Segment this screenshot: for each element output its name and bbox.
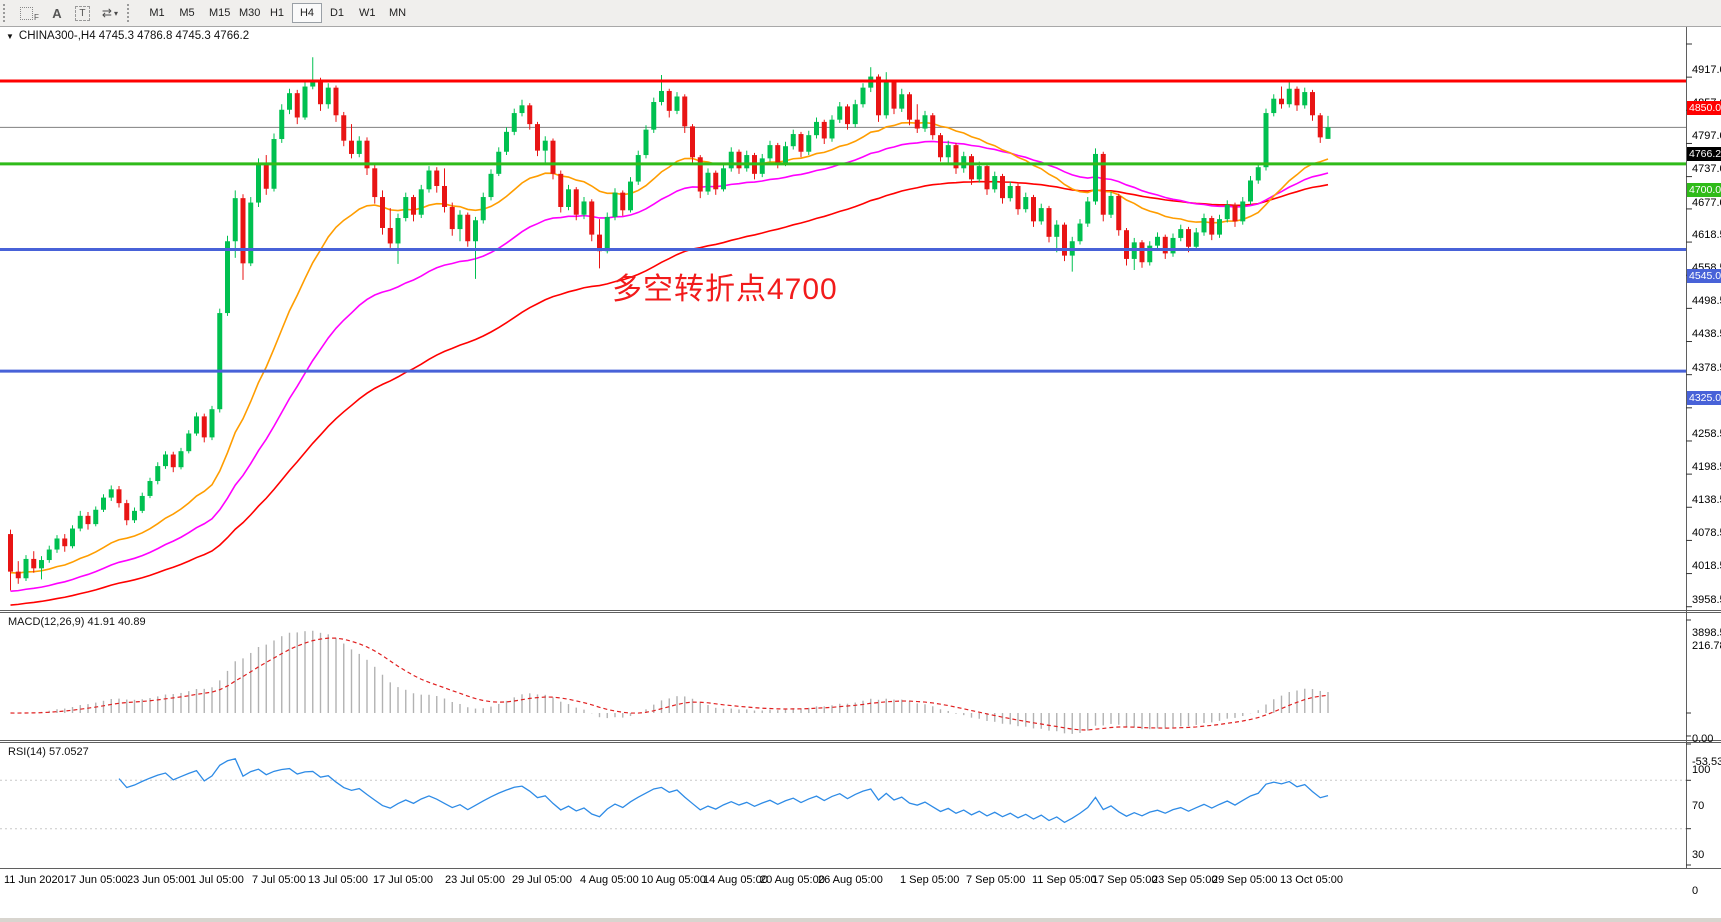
time-axis-border xyxy=(0,868,1721,869)
arrows-icon: ⇄ xyxy=(101,6,112,20)
price-tick-label: 4198.5 xyxy=(1692,460,1721,473)
macd-tick-label: -53.53 xyxy=(1692,755,1721,768)
chart-title-text: CHINA300-,H4 4745.3 4786.8 4745.3 4766.2 xyxy=(18,30,250,42)
timeframe-button-M15[interactable]: M15 xyxy=(202,3,232,23)
ma-fast-line xyxy=(10,121,1329,574)
timeframe-toolbar: M1 M5 M15 M30 H1 H4 D1 W1 MN xyxy=(142,3,412,23)
time-axis-label: 29 Jul 05:00 xyxy=(512,874,572,886)
time-axis-label: 26 Aug 05:00 xyxy=(818,874,883,886)
chevron-down-icon: ▾ xyxy=(113,8,118,18)
template-f-label: F xyxy=(34,13,39,22)
time-axis-label: 29 Sep 05:00 xyxy=(1212,874,1278,886)
pane-separator[interactable] xyxy=(0,610,1721,611)
price-tick-label: 4078.5 xyxy=(1692,527,1721,540)
pane-separator[interactable] xyxy=(0,740,1721,741)
time-axis-label: 1 Jul 05:00 xyxy=(190,874,244,886)
price-tick-label: 4677.0 xyxy=(1692,196,1721,209)
time-axis-label: 4 Aug 05:00 xyxy=(580,874,639,886)
timeframe-button-H1[interactable]: H1 xyxy=(262,3,292,23)
time-axis-label: 1 Sep 05:00 xyxy=(900,874,960,886)
time-axis-label: 13 Jul 05:00 xyxy=(308,874,368,886)
price-tick-label: 4737.0 xyxy=(1692,163,1721,176)
chart-annotation: 多空转折点4700 xyxy=(612,273,838,306)
macd-label: MACD(12,26,9) 41.91 40.89 xyxy=(8,616,146,628)
macd-tick-label: 0.00 xyxy=(1692,733,1714,745)
price-badge-4325.0: 4325.0 xyxy=(1687,390,1721,405)
ma-long-line xyxy=(10,180,1329,606)
price-tick-label: 4498.5 xyxy=(1692,295,1721,308)
timeframe-button-M5[interactable]: M5 xyxy=(172,3,202,23)
time-axis-label: 17 Jul 05:00 xyxy=(373,874,433,886)
ma-medium-line xyxy=(10,140,1329,592)
rsi-tick-label: 30 xyxy=(1692,848,1705,861)
price-tick-label: 4797.0 xyxy=(1692,130,1721,143)
text-box-button[interactable]: T xyxy=(70,3,95,23)
toolbar-drag-handle[interactable] xyxy=(3,4,11,22)
rsi-tick-label: 0 xyxy=(1692,885,1699,897)
time-axis-label: 10 Aug 05:00 xyxy=(641,874,706,886)
time-axis-label: 17 Jun 05:00 xyxy=(64,874,128,886)
window-bottom-edge xyxy=(0,918,1721,922)
chart-window[interactable]: ▼ CHINA300-,H4 4745.3 4786.8 4745.3 4766.… xyxy=(0,27,1721,922)
time-axis-label: 23 Jun 05:00 xyxy=(127,874,191,886)
time-axis-label: 20 Aug 05:00 xyxy=(760,874,825,886)
price-tick-label: 3958.5 xyxy=(1692,593,1721,606)
timeframe-button-W1[interactable]: W1 xyxy=(352,3,382,23)
text-label-button[interactable]: A xyxy=(46,3,68,23)
time-axis-label: 7 Jul 05:00 xyxy=(252,874,306,886)
chart-canvas[interactable] xyxy=(0,27,1721,895)
price-badge-4700.0: 4700.0 xyxy=(1687,183,1721,198)
chart-title: ▼ CHINA300-,H4 4745.3 4786.8 4745.3 4766.… xyxy=(6,30,249,42)
price-tick-label: 4378.5 xyxy=(1692,361,1721,374)
time-axis-label: 7 Sep 05:00 xyxy=(966,874,1026,886)
time-axis-label: 23 Jul 05:00 xyxy=(445,874,505,886)
timeframe-button-M1[interactable]: M1 xyxy=(142,3,172,23)
timeframe-button-MN[interactable]: MN xyxy=(382,3,412,23)
price-tick-label: 4438.5 xyxy=(1692,328,1721,341)
time-axis-label: 11 Sep 05:00 xyxy=(1032,874,1097,886)
chart-frame xyxy=(0,27,1721,869)
template-button[interactable]: F xyxy=(15,3,44,23)
cursor-style-button[interactable]: ⇄ ▾ xyxy=(97,3,123,23)
time-axis-label: 17 Sep 05:00 xyxy=(1092,874,1158,886)
price-tick-label: 4618.5 xyxy=(1692,228,1721,241)
chart-dropdown-icon[interactable]: ▼ xyxy=(6,32,14,41)
pane-separator[interactable] xyxy=(0,612,1721,613)
toolbar: F A T ⇄ ▾ M1 M5 M15 M30 H1 H4 D1 W1 MN xyxy=(0,0,1721,27)
text-label-icon: A xyxy=(52,5,62,21)
rsi-tick-label: 100 xyxy=(1692,764,1711,776)
macd-tick-label: 216.78 xyxy=(1692,640,1721,652)
template-grid-icon xyxy=(20,6,33,20)
price-tick-label: 3898.5 xyxy=(1692,626,1721,639)
pane-separator[interactable] xyxy=(0,742,1721,743)
toolbar-drag-handle[interactable] xyxy=(126,4,135,22)
rsi-pane xyxy=(0,758,1686,830)
time-axis-label: 23 Sep 05:00 xyxy=(1152,874,1218,886)
text-box-icon: T xyxy=(74,5,90,21)
rsi-label: RSI(14) 57.0527 xyxy=(8,746,89,758)
rsi-tick-label: 70 xyxy=(1692,800,1705,813)
time-axis-label: 13 Oct 05:00 xyxy=(1280,874,1343,886)
timeframe-button-D1[interactable]: D1 xyxy=(322,3,352,23)
price-badge-4766.2: 4766.2 xyxy=(1687,146,1721,161)
main-pane xyxy=(0,121,1686,606)
time-axis-label: 11 Jun 2020 xyxy=(4,874,64,886)
price-badge-4850.0: 4850.0 xyxy=(1687,100,1721,115)
timeframe-button-H4[interactable]: H4 xyxy=(291,3,322,23)
price-tick-label: 4138.5 xyxy=(1692,494,1721,507)
timeframe-button-M30[interactable]: M30 xyxy=(232,3,262,23)
macd-signal-line xyxy=(10,637,1329,731)
price-tick-label: 4018.5 xyxy=(1692,560,1721,573)
price-tick-label: 4258.5 xyxy=(1692,427,1721,440)
rsi-line xyxy=(118,758,1329,824)
macd-pane xyxy=(10,630,1329,734)
candles xyxy=(8,57,1331,591)
price-tick-label: 4917.0 xyxy=(1692,64,1721,76)
price-badge-4545.0: 4545.0 xyxy=(1687,269,1721,284)
time-axis-label: 14 Aug 05:00 xyxy=(703,874,768,886)
